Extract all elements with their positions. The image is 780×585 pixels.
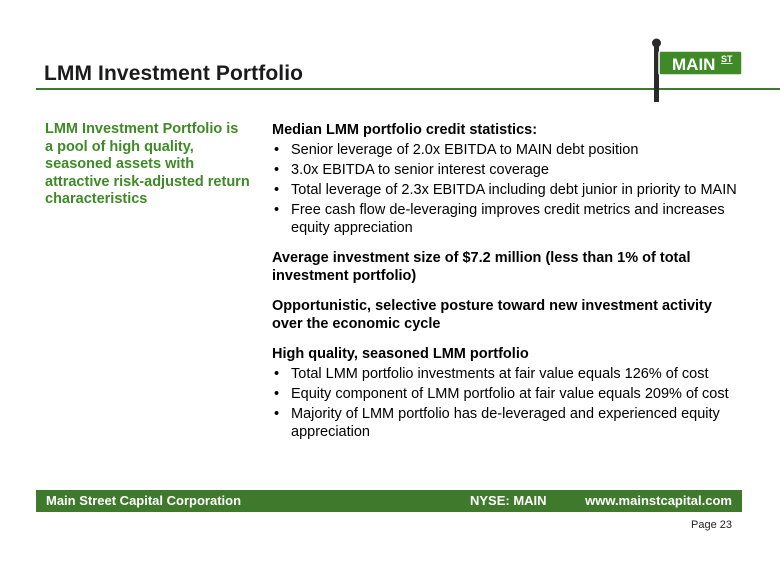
bullet-item: 3.0x EBITDA to senior interest coverage [272,161,742,179]
footer-ticker: NYSE: MAIN [470,493,547,508]
bullet-item: Senior leverage of 2.0x EBITDA to MAIN d… [272,141,742,159]
section-heading: High quality, seasoned LMM portfolio [272,346,529,362]
logo-text: MAIN [672,55,715,74]
bullet-item: Total leverage of 2.3x EBITDA including … [272,181,742,199]
title-divider [36,88,780,90]
left-callout: LMM Investment Portfolio is a pool of hi… [45,121,250,207]
bullet-item: Total LMM portfolio investments at fair … [272,365,742,383]
bullet-list: Total LMM portfolio investments at fair … [272,365,742,441]
sign-board [658,50,743,76]
footer-url-link[interactable]: www.mainstcapital.com [585,493,732,508]
logo-superscript: ST [721,54,733,64]
section-heading: Opportunistic, selective posture toward … [272,298,712,332]
section-posture: Opportunistic, selective posture toward … [272,297,742,333]
section-average-size: Average investment size of $7.2 million … [272,249,742,285]
footer-company: Main Street Capital Corporation [46,493,242,508]
bullet-list: Senior leverage of 2.0x EBITDA to MAIN d… [272,141,742,237]
main-street-sign-logo: MAIN ST [652,38,743,102]
section-heading: Median LMM portfolio credit statistics: [272,122,538,138]
bullet-item: Majority of LMM portfolio has de-leverag… [272,405,742,441]
section-heading: Average investment size of $7.2 million … [272,250,691,284]
page-title: LMM Investment Portfolio [44,62,304,85]
bullet-item: Equity component of LMM portfolio at fai… [272,385,742,403]
bullet-item: Free cash flow de-leveraging improves cr… [272,201,742,237]
footer-bar: Main Street Capital Corporation NYSE: MA… [36,490,742,512]
section-seasoned-portfolio: High quality, seasoned LMM portfolio Tot… [272,345,742,441]
section-credit-stats: Median LMM portfolio credit statistics: … [272,121,742,237]
sign-post-cap [652,38,661,48]
page-number: Page 23 [691,519,732,531]
sign-post [654,44,659,102]
content-body: Median LMM portfolio credit statistics: … [272,121,742,441]
